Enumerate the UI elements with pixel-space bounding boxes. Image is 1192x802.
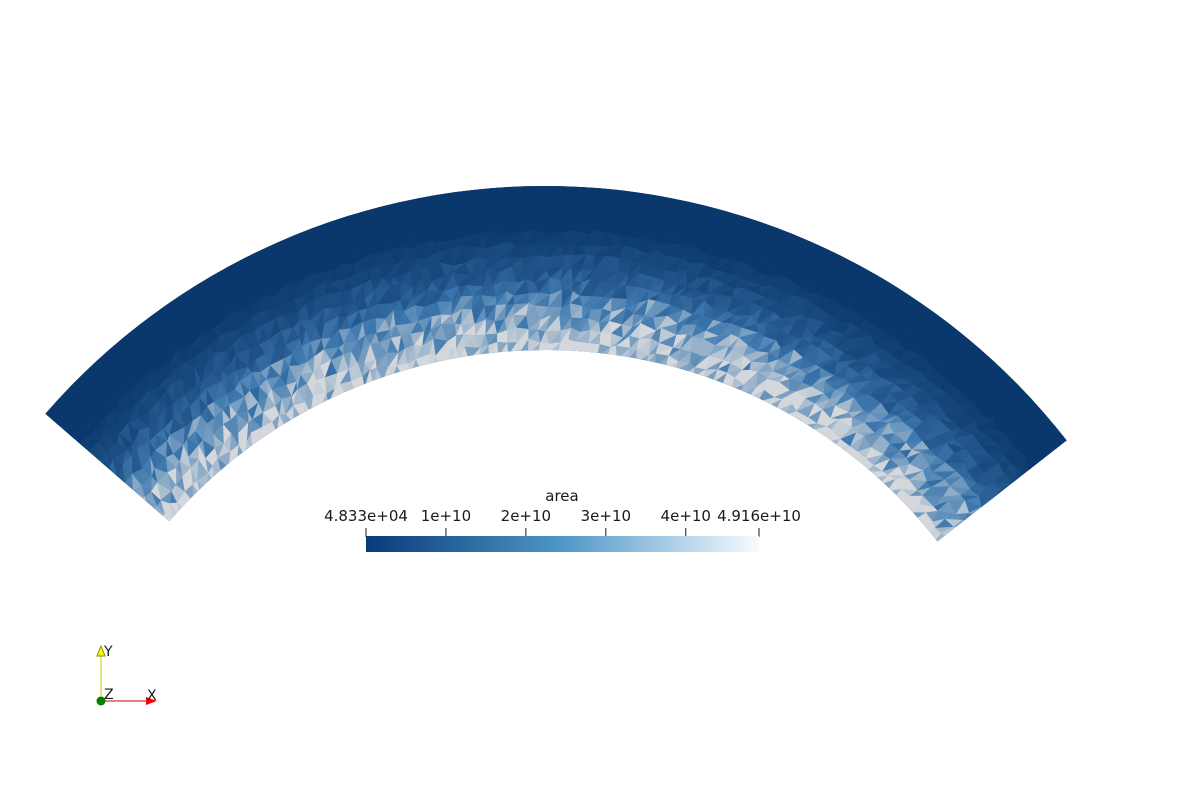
x-axis-arrow-icon — [146, 697, 157, 705]
scalar-bar-gradient — [366, 536, 759, 552]
orientation-axes: Y X Z — [96, 644, 157, 706]
scalar-bar-tick-label: 4e+10 — [661, 507, 711, 525]
scalar-bar: area 4.833e+04 1e+10 2e+10 3e+10 4e+10 4.916e… — [324, 487, 801, 552]
y-axis-label: Y — [103, 644, 113, 660]
scalar-bar-tick-label: 4.916e+10 — [717, 507, 801, 525]
x-axis-label: X — [147, 688, 157, 704]
scalar-bar-tick-marks — [365, 528, 760, 537]
scalar-bar-title: area — [545, 487, 578, 505]
scalar-bar-tick-label: 3e+10 — [581, 507, 631, 525]
z-axis-label: Z — [104, 687, 114, 703]
z-axis-origin-icon — [96, 696, 106, 706]
scalar-bar-tick-label: 1e+10 — [421, 507, 471, 525]
scalar-bar-tick-label: 4.833e+04 — [324, 507, 408, 525]
scalar-bar-tick-label: 2e+10 — [501, 507, 551, 525]
y-axis-arrow-icon — [96, 644, 106, 657]
scalar-bar-tick-labels: 4.833e+04 1e+10 2e+10 3e+10 4e+10 4.916e+10 — [324, 507, 801, 525]
